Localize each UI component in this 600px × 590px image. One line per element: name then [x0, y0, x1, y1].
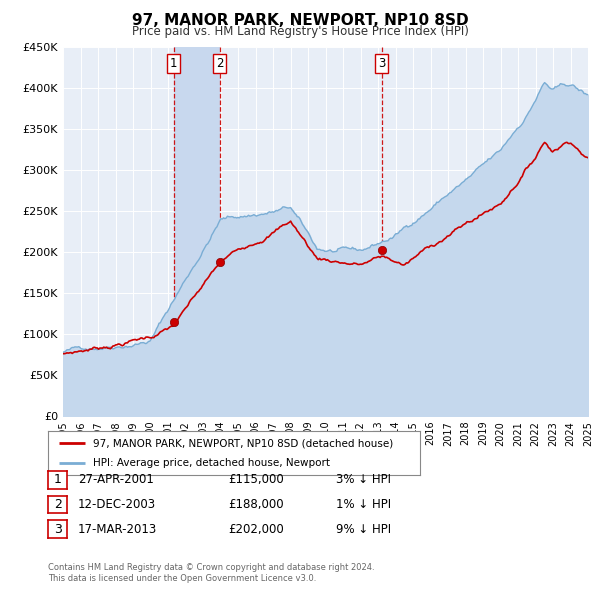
Text: 3% ↓ HPI: 3% ↓ HPI [336, 473, 391, 486]
Text: 97, MANOR PARK, NEWPORT, NP10 8SD: 97, MANOR PARK, NEWPORT, NP10 8SD [131, 13, 469, 28]
Text: 2: 2 [53, 498, 62, 511]
Text: HPI: Average price, detached house, Newport: HPI: Average price, detached house, Newp… [92, 458, 329, 467]
Text: 27-APR-2001: 27-APR-2001 [78, 473, 154, 486]
Text: 12-DEC-2003: 12-DEC-2003 [78, 498, 156, 511]
Text: 1: 1 [53, 473, 62, 486]
Text: 3: 3 [378, 57, 385, 70]
Text: This data is licensed under the Open Government Licence v3.0.: This data is licensed under the Open Gov… [48, 574, 316, 583]
Text: 3: 3 [53, 523, 62, 536]
Text: £188,000: £188,000 [228, 498, 284, 511]
Text: 17-MAR-2013: 17-MAR-2013 [78, 523, 157, 536]
Text: 97, MANOR PARK, NEWPORT, NP10 8SD (detached house): 97, MANOR PARK, NEWPORT, NP10 8SD (detac… [92, 438, 393, 448]
Bar [173, 47, 220, 416]
Text: 1: 1 [170, 57, 178, 70]
Text: Price paid vs. HM Land Registry's House Price Index (HPI): Price paid vs. HM Land Registry's House … [131, 25, 469, 38]
Text: 2: 2 [216, 57, 223, 70]
Text: 1% ↓ HPI: 1% ↓ HPI [336, 498, 391, 511]
Text: 9% ↓ HPI: 9% ↓ HPI [336, 523, 391, 536]
Text: Contains HM Land Registry data © Crown copyright and database right 2024.: Contains HM Land Registry data © Crown c… [48, 563, 374, 572]
Text: £202,000: £202,000 [228, 523, 284, 536]
Text: £115,000: £115,000 [228, 473, 284, 486]
